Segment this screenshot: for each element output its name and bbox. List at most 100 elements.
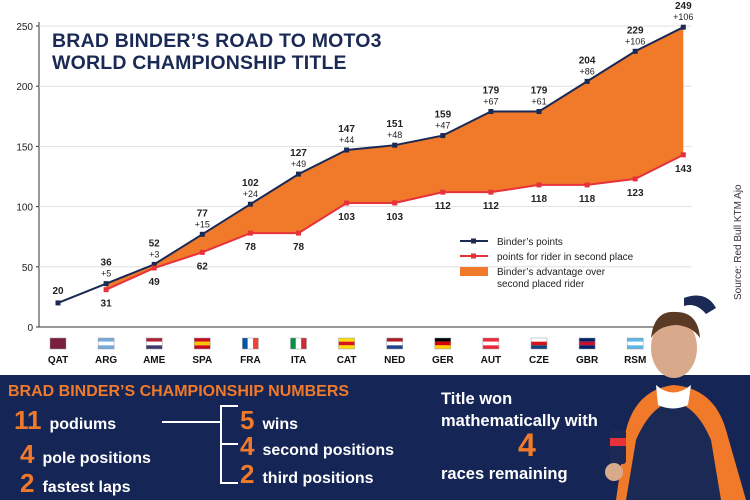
title-won-text: Title won mathematically with bbox=[441, 390, 598, 430]
y-tick-label: 100 bbox=[16, 203, 33, 214]
stat-wins-num: 5 bbox=[240, 405, 255, 435]
binder-points-line bbox=[57, 26, 684, 304]
second-point bbox=[584, 182, 590, 188]
flag-ned-icon bbox=[386, 337, 403, 350]
binder-point bbox=[344, 147, 350, 153]
binder-value-label: 36 bbox=[101, 258, 113, 269]
second-value-label: 118 bbox=[579, 194, 596, 205]
title-line-2: WORLD CHAMPIONSHIP TITLE bbox=[52, 52, 347, 74]
title-line-1: BRAD BINDER’S ROAD TO MOTO3 bbox=[52, 30, 382, 52]
y-tick-label: 50 bbox=[22, 263, 34, 274]
advantage-label: +48 bbox=[387, 130, 402, 140]
stat-third-positions: 2 third positions bbox=[240, 459, 374, 490]
panel-heading: BRAD BINDER’S CHAMPIONSHIP NUMBERS bbox=[8, 383, 350, 400]
stat-second-positions: 4 second positions bbox=[240, 431, 394, 462]
flag-qat-icon bbox=[49, 337, 67, 350]
binder-point bbox=[584, 78, 590, 84]
binder-point bbox=[488, 108, 494, 114]
connector-seconds bbox=[220, 443, 238, 445]
stat-wins-label: wins bbox=[262, 416, 299, 433]
stat-third-positions-label: third positions bbox=[262, 470, 374, 487]
advantage-label: +106 bbox=[673, 12, 693, 22]
binder-value-label: 77 bbox=[197, 208, 209, 219]
binder-value-label: 151 bbox=[386, 119, 403, 130]
stat-fastest-laps-label: fastest laps bbox=[42, 479, 131, 496]
legend-binder: Binder’s points bbox=[497, 237, 563, 248]
second-value-label: 103 bbox=[386, 212, 403, 223]
x-tick-label: NED bbox=[384, 355, 405, 366]
advantage-label: +15 bbox=[195, 219, 210, 229]
binder-point bbox=[103, 281, 109, 287]
binder-point bbox=[296, 171, 301, 177]
x-tick-label: GBR bbox=[576, 355, 599, 366]
advantage-label: +5 bbox=[101, 269, 111, 279]
second-point bbox=[344, 200, 350, 206]
x-tick-label: FRA bbox=[240, 355, 261, 366]
second-point bbox=[536, 182, 542, 188]
binder-point bbox=[440, 133, 446, 139]
y-tick-label: 150 bbox=[16, 142, 33, 153]
flag-cat-icon bbox=[338, 337, 355, 350]
races-remaining-number: 4 bbox=[518, 427, 536, 463]
second-point bbox=[680, 152, 686, 158]
second-value-label: 49 bbox=[149, 277, 161, 288]
x-tick-label: AME bbox=[143, 355, 166, 366]
flag-fra-icon bbox=[242, 337, 259, 350]
legend-advantage-2: second placed rider bbox=[497, 279, 585, 290]
binder-value-label: 52 bbox=[149, 238, 161, 249]
second-point bbox=[247, 230, 253, 236]
connector-wins bbox=[220, 405, 238, 407]
x-tick-label: SPA bbox=[192, 355, 212, 366]
second-value-label: 118 bbox=[531, 194, 548, 205]
flag-rsm-icon bbox=[626, 337, 644, 350]
stat-podiums: 11 podiums bbox=[14, 405, 116, 436]
advantage-label: +67 bbox=[483, 96, 498, 106]
x-tick-label: CAT bbox=[337, 355, 357, 366]
advantage-label: +47 bbox=[435, 121, 450, 131]
binder-point bbox=[151, 261, 157, 267]
flag-aut-icon bbox=[482, 337, 500, 350]
y-tick-label: 0 bbox=[27, 323, 33, 334]
stat-third-positions-num: 2 bbox=[240, 459, 255, 489]
binder-point bbox=[247, 201, 253, 207]
second-point bbox=[488, 189, 494, 195]
binder-value-label: 20 bbox=[52, 286, 64, 297]
second-value-label: 78 bbox=[245, 242, 257, 253]
second-value-label: 123 bbox=[627, 188, 644, 199]
binder-point bbox=[536, 108, 542, 114]
advantage-label: +61 bbox=[531, 96, 546, 106]
advantage-label: +86 bbox=[579, 66, 594, 76]
races-remaining-label: races remaining bbox=[441, 465, 568, 483]
x-tick-label: ARG bbox=[95, 355, 117, 366]
rider-photo bbox=[605, 295, 746, 500]
flag-cze-icon bbox=[530, 337, 548, 350]
advantage-label: +44 bbox=[339, 135, 354, 145]
legend-second: points for rider in second place bbox=[497, 252, 634, 263]
flag-ger-icon bbox=[434, 337, 452, 350]
second-value-label: 143 bbox=[675, 164, 692, 175]
y-tick-label: 200 bbox=[16, 82, 33, 93]
y-tick-label: 250 bbox=[16, 22, 33, 33]
binder-point bbox=[680, 24, 686, 30]
legend-advantage-1: Binder’s advantage over bbox=[497, 267, 606, 278]
second-value-label: 31 bbox=[101, 299, 113, 310]
advantage-label: +49 bbox=[291, 159, 306, 169]
chart-legend: Binder’s points points for rider in seco… bbox=[460, 237, 634, 290]
binder-value-label: 229 bbox=[627, 25, 644, 36]
stat-fastest-laps: 2 fastest laps bbox=[20, 468, 131, 499]
second-point bbox=[199, 249, 205, 255]
binder-point bbox=[632, 48, 638, 54]
stat-second-positions-num: 4 bbox=[240, 431, 255, 461]
stat-podiums-label: podiums bbox=[49, 416, 117, 433]
binder-value-label: 179 bbox=[483, 85, 500, 96]
stat-poles-label: pole positions bbox=[42, 450, 151, 467]
x-tick-label: QAT bbox=[48, 355, 68, 366]
flag-spa-icon bbox=[194, 337, 211, 350]
flag-ame-icon bbox=[145, 337, 163, 350]
second-value-label: 62 bbox=[197, 261, 209, 272]
binder-value-label: 159 bbox=[434, 110, 451, 121]
binder-point bbox=[392, 142, 398, 148]
x-tick-label: RSM bbox=[624, 355, 646, 366]
second-point bbox=[632, 176, 638, 182]
advantage-label: +3 bbox=[149, 249, 159, 259]
